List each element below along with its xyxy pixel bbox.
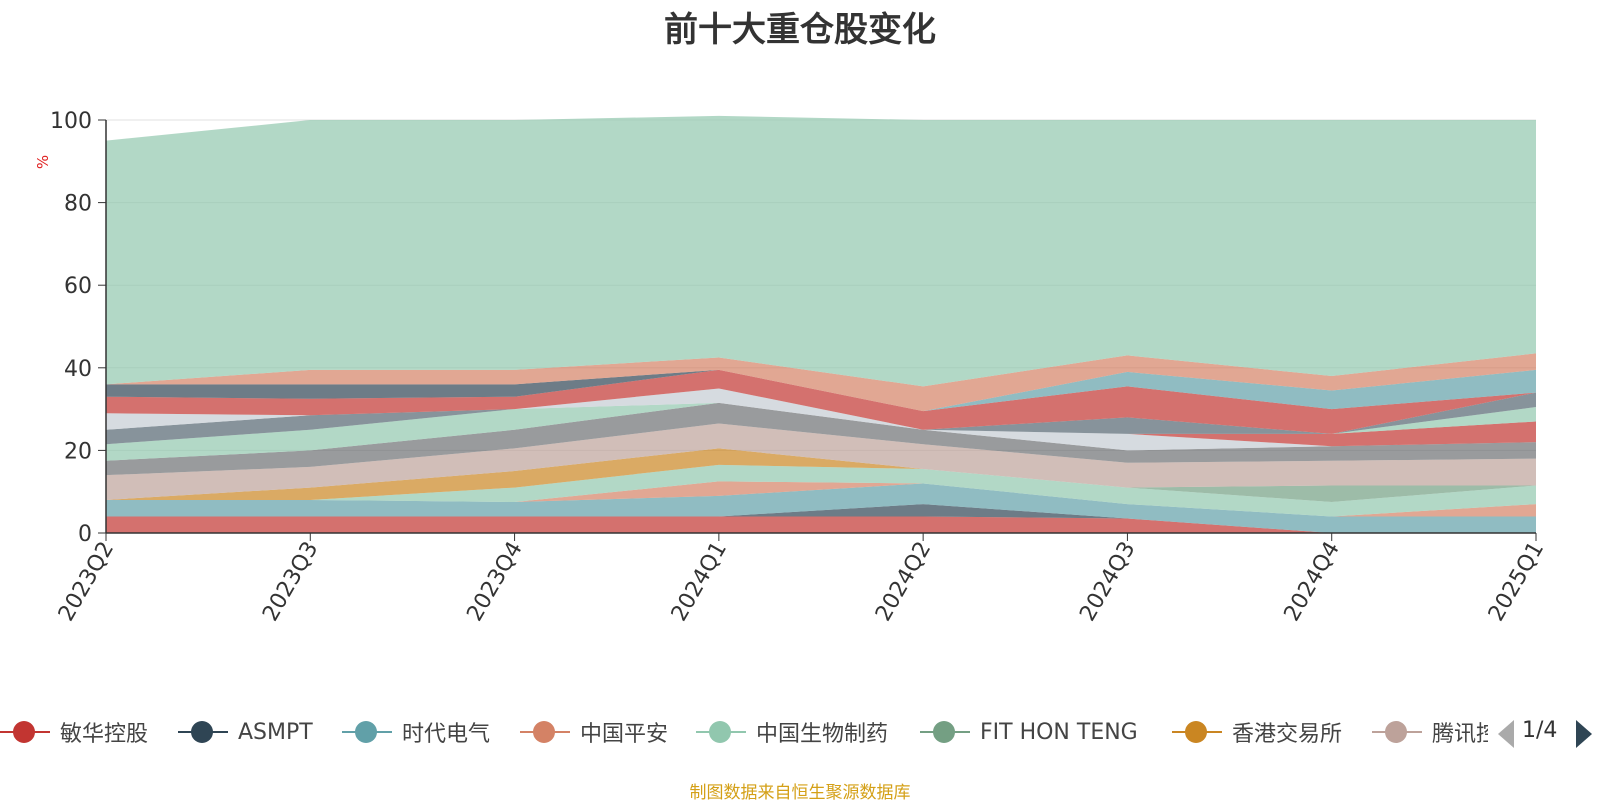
legend-label: 中国平安 [580, 722, 669, 747]
series-areas [106, 115, 1536, 533]
legend-item[interactable]: ASMPT [178, 712, 313, 752]
series-area-15[interactable] [106, 369, 1536, 434]
series-area-4[interactable] [106, 464, 1536, 517]
chart-area: 0 20 40 60 80 100 2023Q2 2023Q3 2023Q4 2024Q1 2024… [34, 109, 1549, 626]
legend-marker-icon [178, 720, 228, 744]
legend-item[interactable]: 中国平安 [520, 712, 668, 752]
y-axis-label: % [34, 155, 52, 169]
legend-item[interactable]: 香港交易所 [1172, 712, 1342, 752]
x-tick-label: 2024Q1 [667, 538, 732, 626]
series-area-14[interactable] [106, 388, 1536, 434]
y-tick-label: 60 [64, 274, 92, 299]
series-area-3[interactable] [106, 481, 1536, 517]
series-area-13[interactable] [106, 392, 1536, 445]
legend-item[interactable]: 中国生物制药 [696, 712, 888, 752]
legend-marker-icon [696, 720, 746, 744]
legend-label: 时代电气 [402, 722, 491, 747]
x-tick-label: 2023Q2 [54, 538, 119, 626]
x-tick-label: 2025Q1 [1484, 538, 1549, 626]
y-tick-label: 100 [50, 109, 92, 134]
legend-next-page-icon[interactable] [1576, 720, 1592, 748]
legend-item[interactable]: FIT HON TENG [920, 712, 1138, 752]
y-tick-label: 80 [64, 192, 92, 217]
legend-marker-icon [0, 720, 50, 744]
legend-items: 敏华控股 ASMPT 时代电气 中国平安 中国生物制药 FIT HON TENG 香港交易所… [0, 712, 1488, 752]
series-area-16[interactable] [106, 369, 1536, 412]
legend-label: 腾讯控股 [1432, 722, 1488, 747]
legend-pager: 1/4 [1488, 712, 1600, 752]
legend-label: 中国生物制药 [756, 722, 889, 747]
series-area-17[interactable] [106, 369, 1536, 412]
legend-marker-icon [520, 720, 570, 744]
y-tick-label: 0 [78, 522, 92, 547]
legend-marker-icon [342, 720, 392, 744]
legend: 敏华控股 ASMPT 时代电气 中国平安 中国生物制药 FIT HON TENG 香港交易所… [0, 712, 1600, 752]
legend-item[interactable]: 腾讯控股 [1372, 712, 1488, 752]
legend-page-indicator: 1/4 [1522, 718, 1558, 743]
series-area-6[interactable] [106, 448, 1536, 500]
legend-marker-icon [920, 720, 970, 744]
series-area-7[interactable] [106, 423, 1536, 500]
legend-marker-icon [1172, 720, 1222, 744]
legend-prev-page-icon[interactable] [1498, 720, 1514, 748]
x-tick-label: 2023Q3 [258, 538, 323, 626]
series-area-0[interactable] [106, 516, 1536, 533]
legend-label: 香港交易所 [1232, 722, 1343, 747]
series-area-2[interactable] [106, 483, 1536, 533]
series-area-8[interactable] [106, 402, 1536, 476]
series-area-18[interactable] [106, 353, 1536, 412]
chart-title: 前十大重仓股变化 [664, 10, 936, 50]
x-tick-label: 2024Q4 [1280, 538, 1345, 626]
legend-item[interactable]: 时代电气 [342, 712, 490, 752]
y-tick-label: 20 [64, 439, 92, 464]
x-tick-label: 2024Q3 [1075, 538, 1140, 626]
legend-item[interactable]: 敏华控股 [0, 712, 148, 752]
legend-label: 敏华控股 [60, 722, 149, 747]
legend-label: ASMPT [238, 719, 313, 745]
series-area-10[interactable] [106, 402, 1536, 461]
legend-marker-icon [1372, 720, 1422, 744]
y-tick-label: 40 [64, 357, 92, 382]
source-note: 制图数据来自恒生聚源数据库 [689, 783, 911, 803]
x-tick-label: 2024Q2 [871, 538, 936, 626]
series-area-19[interactable] [106, 115, 1536, 387]
series-area-12[interactable] [106, 402, 1536, 461]
x-tick-label: 2023Q4 [462, 538, 527, 626]
legend-label: FIT HON TENG [980, 719, 1138, 745]
